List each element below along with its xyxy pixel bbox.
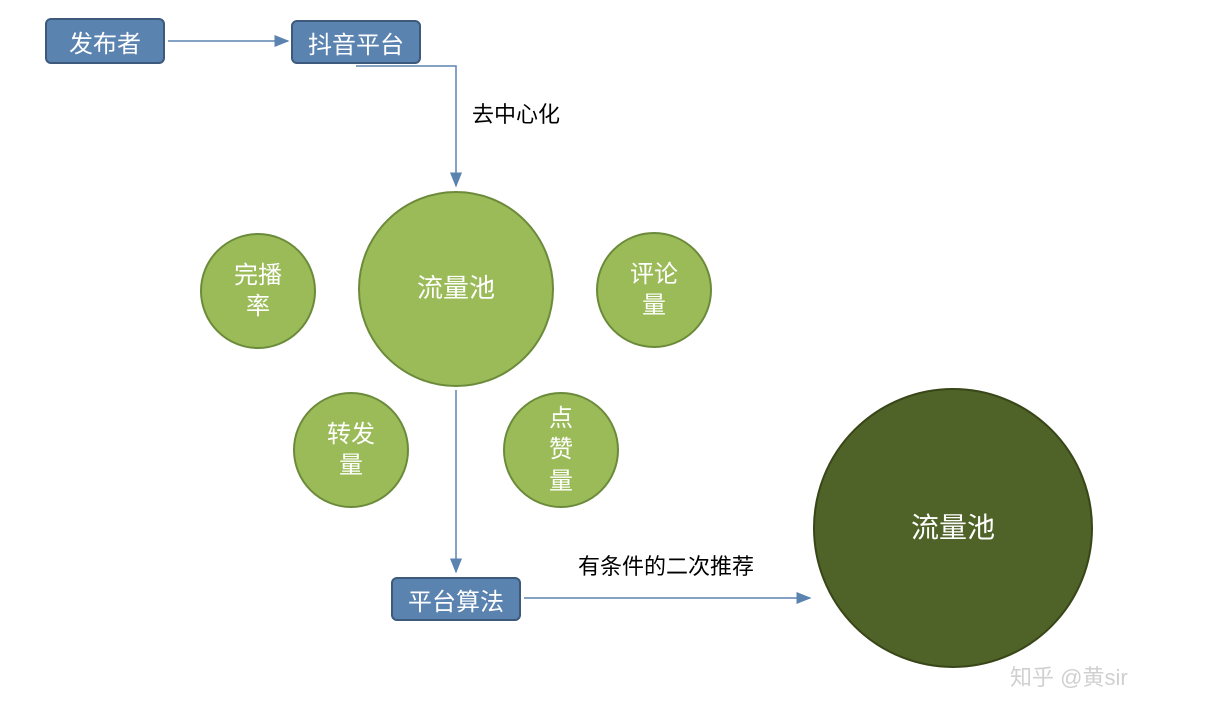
- watermark: 知乎 @黄sir: [1010, 660, 1128, 692]
- node-likes: 点赞量: [503, 392, 619, 508]
- node-platform-label: 抖音平台: [308, 25, 404, 60]
- node-publisher: 发布者: [45, 18, 165, 64]
- node-platform: 抖音平台: [291, 20, 421, 64]
- node-pool-secondary: 流量池: [813, 388, 1093, 668]
- edge-platform-pool: [356, 66, 456, 186]
- node-comments: 评论量: [596, 232, 712, 348]
- node-pool-main: 流量池: [358, 191, 554, 387]
- node-pool-main-label: 流量池: [417, 272, 495, 306]
- node-comments-label: 评论量: [630, 259, 678, 321]
- node-completion: 完播率: [200, 233, 316, 349]
- node-shares-label: 转发量: [327, 419, 375, 481]
- node-shares: 转发量: [293, 392, 409, 508]
- node-pool-secondary-label: 流量池: [911, 510, 995, 546]
- edge-label-decentralize: 去中心化: [472, 97, 560, 129]
- node-likes-label: 点赞量: [549, 403, 573, 497]
- node-algorithm-label: 平台算法: [408, 582, 504, 617]
- node-publisher-label: 发布者: [69, 24, 141, 59]
- node-algorithm: 平台算法: [391, 577, 521, 621]
- node-completion-label: 完播率: [234, 260, 282, 322]
- edge-label-secondary-recommend: 有条件的二次推荐: [578, 549, 754, 581]
